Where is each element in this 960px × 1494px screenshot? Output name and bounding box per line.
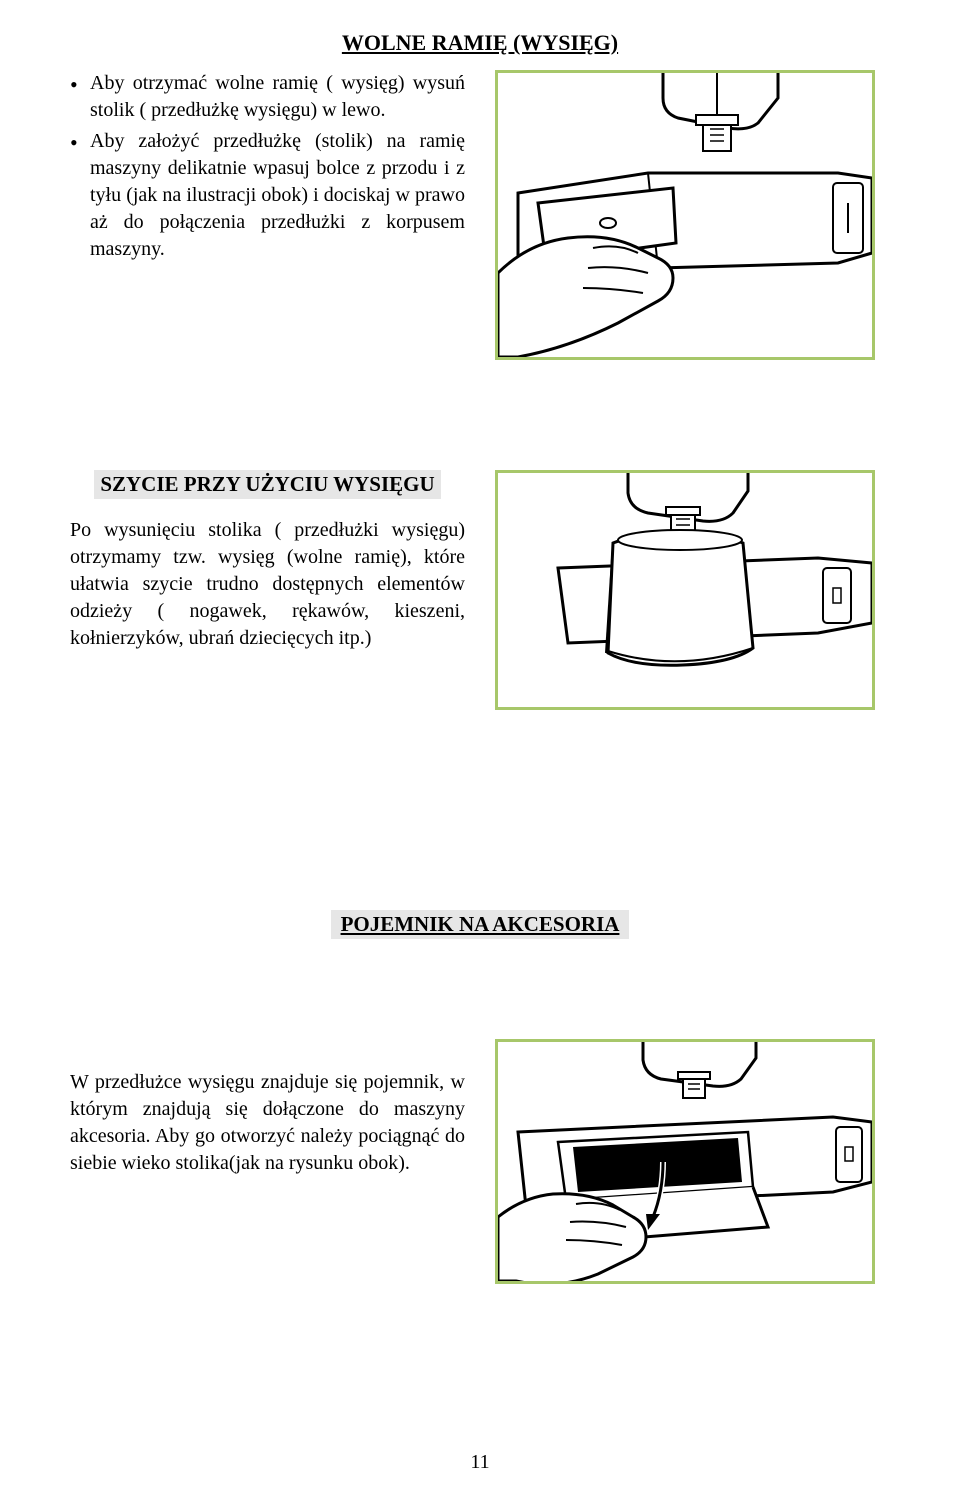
section-2: SZYCIE PRZY UŻYCIU WYSIĘGU Po wysunięciu… bbox=[70, 470, 890, 710]
figure-3 bbox=[495, 1039, 875, 1284]
section-3-text: W przedłużce wysięgu znajduje się pojemn… bbox=[70, 1039, 465, 1284]
section-2-text: Po wysunięciu stolika ( przedłużki wysię… bbox=[70, 517, 465, 652]
illustration-2 bbox=[498, 473, 872, 707]
bullet-2: Aby założyć przedłużkę (stolik) na ramię… bbox=[70, 128, 465, 263]
bullet-1: Aby otrzymać wolne ramię ( wysięg) wysuń… bbox=[70, 70, 465, 124]
illustration-3 bbox=[498, 1042, 872, 1281]
figure-2 bbox=[495, 470, 875, 710]
section-3-heading-wrap: POJEMNIK NA AKCESORIA bbox=[70, 910, 890, 939]
figure-1 bbox=[495, 70, 875, 360]
section-2-title: SZYCIE PRZY UŻYCIU WYSIĘGU bbox=[94, 470, 440, 499]
section-3-title: POJEMNIK NA AKCESORIA bbox=[331, 910, 630, 939]
section-1-bullets: Aby otrzymać wolne ramię ( wysięg) wysuń… bbox=[70, 70, 465, 360]
page-number: 11 bbox=[0, 1451, 960, 1474]
section-3: W przedłużce wysięgu znajduje się pojemn… bbox=[70, 1039, 890, 1284]
illustration-1 bbox=[498, 73, 872, 357]
section-1-title: WOLNE RAMIĘ (WYSIĘG) bbox=[70, 30, 890, 56]
section-2-text-col: SZYCIE PRZY UŻYCIU WYSIĘGU Po wysunięciu… bbox=[70, 470, 465, 710]
section-1: Aby otrzymać wolne ramię ( wysięg) wysuń… bbox=[70, 70, 890, 360]
